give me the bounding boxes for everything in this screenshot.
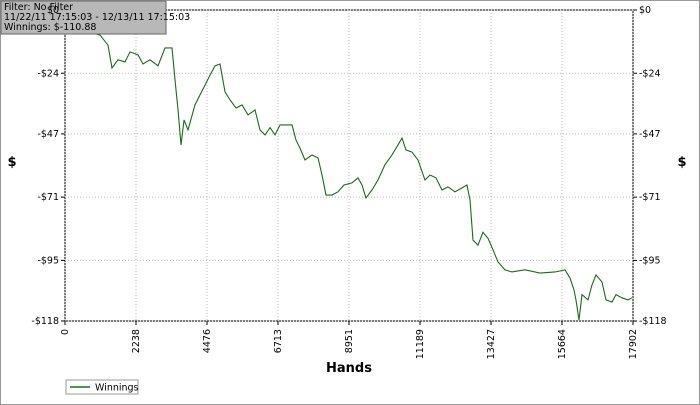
y-tick-label: -$71	[37, 192, 59, 203]
y2-axis-label: $	[677, 155, 686, 170]
y-tick-label: -$118	[31, 316, 59, 327]
y2-tick-label: -$47	[639, 129, 661, 140]
info-background	[0, 0, 167, 35]
y-tick-label: -$95	[37, 255, 59, 266]
x-tick-label: 11189	[415, 329, 426, 359]
info-line: 11/22/11 17:15:03 - 12/13/11 17:15:03	[4, 12, 190, 23]
y-tick-label: -$47	[37, 129, 59, 140]
info-line: Filter: No Filter	[4, 2, 73, 13]
x-tick-label: 6713	[273, 329, 284, 353]
y2-tick-label: -$95	[639, 255, 661, 266]
x-tick-label: 13427	[486, 329, 497, 359]
legend-label: Winnings	[95, 383, 139, 394]
y2-tick-label: -$24	[639, 68, 661, 79]
x-tick-label: 15664	[557, 329, 568, 359]
x-tick-label: 8951	[344, 329, 355, 353]
x-tick-label: 0	[60, 329, 71, 335]
line-series	[92, 32, 633, 321]
x-tick-label: 2238	[131, 329, 142, 353]
info-line: Winnings: $-110.88	[4, 22, 96, 33]
plot	[61, 9, 637, 325]
legend: Winnings	[65, 379, 139, 395]
x-tick-label: 17902	[628, 329, 639, 359]
y2-tick-label: $0	[639, 5, 651, 16]
y-tick-label: $0	[47, 5, 59, 16]
x-axis-label: Hands	[326, 361, 372, 376]
y2-tick-label: -$71	[639, 192, 661, 203]
y-tick-label: -$24	[37, 68, 59, 79]
legend-box	[65, 379, 139, 395]
y-axis-label: $	[7, 155, 16, 170]
info-box: Filter: No Filter 11/22/11 17:15:03 - 12…	[0, 0, 190, 35]
y2-tick-label: -$118	[639, 316, 667, 327]
x-tick-label: 4476	[202, 329, 213, 353]
